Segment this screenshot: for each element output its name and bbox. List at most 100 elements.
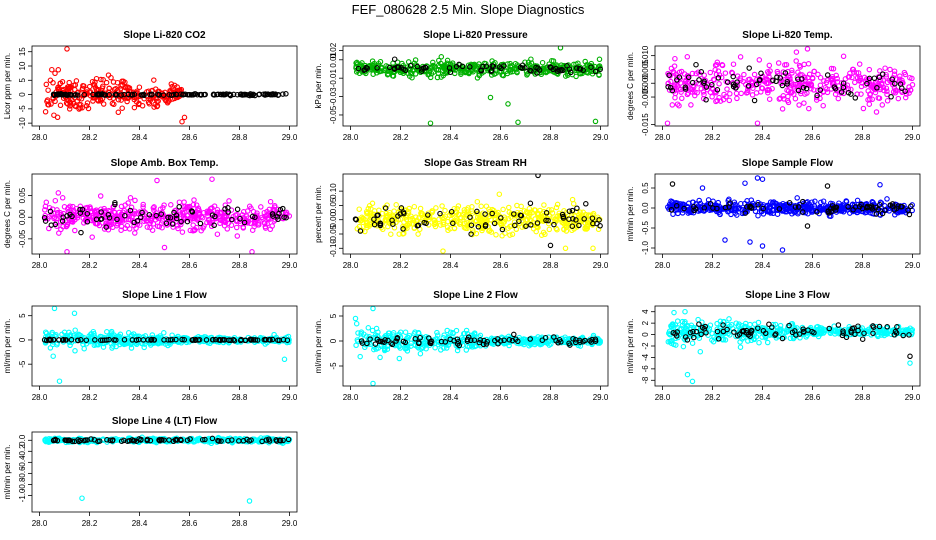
panel-title: Slope Line 1 Flow	[122, 290, 207, 301]
point-all	[811, 68, 818, 75]
point-all	[899, 207, 905, 213]
point-all	[118, 97, 124, 103]
point-selected	[267, 337, 273, 343]
point-all	[666, 201, 673, 208]
point-all	[779, 106, 786, 112]
point-all	[907, 87, 914, 93]
point-all	[461, 330, 467, 337]
point-all	[234, 233, 241, 239]
outlier-point-selected	[535, 174, 541, 179]
point-all	[884, 331, 890, 337]
point-selected	[105, 212, 112, 218]
point-all	[506, 66, 512, 73]
point-all	[252, 221, 258, 227]
y-tick-label: 0	[641, 332, 650, 337]
point-all	[157, 333, 163, 339]
x-tick-label: 28.6	[182, 261, 198, 270]
point-all	[694, 89, 700, 96]
y-tick-label: 0.005	[641, 59, 650, 80]
point-all	[909, 82, 916, 88]
point-all	[84, 100, 91, 106]
point-selected	[799, 209, 806, 215]
point-all	[745, 89, 751, 96]
point-all	[119, 211, 126, 218]
point-all	[371, 346, 377, 353]
point-all	[133, 333, 139, 340]
point-all	[193, 202, 200, 208]
point-selected	[838, 89, 845, 95]
point-selected	[874, 85, 880, 91]
point-all	[813, 324, 820, 330]
y-axis-label: ml/min per min.	[626, 187, 635, 242]
point-selected	[826, 325, 832, 332]
point-all	[783, 61, 790, 68]
point-selected	[497, 338, 504, 344]
point-all	[580, 209, 586, 216]
point-all	[469, 210, 476, 216]
point-selected	[543, 210, 550, 216]
point-all	[559, 335, 565, 342]
point-all	[500, 206, 506, 213]
outlier-point-all	[51, 306, 58, 312]
point-selected	[482, 222, 489, 228]
point-all	[67, 99, 73, 105]
point-selected	[203, 337, 210, 343]
point-selected	[211, 222, 217, 229]
point-selected	[374, 212, 380, 219]
point-all	[714, 61, 720, 68]
x-tick-label: 28.0	[32, 261, 48, 270]
point-selected	[701, 205, 708, 211]
point-selected	[391, 56, 398, 62]
point-all	[784, 208, 790, 215]
point-selected	[871, 75, 878, 81]
point-all	[405, 70, 411, 77]
point-selected	[149, 91, 155, 98]
point-all	[737, 54, 744, 60]
y-tick-label: 0.05	[329, 197, 338, 213]
point-all	[119, 82, 126, 88]
point-all	[51, 112, 57, 118]
point-selected	[776, 206, 783, 212]
point-all	[369, 200, 376, 207]
point-all	[371, 208, 378, 214]
point-all	[447, 329, 454, 336]
point-selected	[756, 77, 763, 84]
point-all	[46, 225, 52, 232]
point-all	[552, 216, 558, 222]
point-selected	[773, 331, 779, 337]
point-selected	[581, 216, 587, 222]
point-all	[242, 218, 249, 225]
point-all	[72, 87, 78, 93]
point-all	[86, 83, 93, 90]
point-all	[679, 95, 685, 102]
point-selected	[489, 67, 495, 74]
point-all	[715, 68, 722, 74]
point-selected	[222, 206, 228, 212]
point-selected	[681, 205, 687, 212]
point-selected	[160, 92, 167, 98]
point-all	[381, 345, 388, 351]
point-selected	[179, 336, 185, 343]
point-all	[251, 223, 257, 230]
point-all	[561, 62, 567, 69]
y-tick-label: 5	[329, 313, 338, 318]
point-all	[206, 216, 212, 223]
point-all	[847, 210, 853, 216]
point-all	[373, 325, 380, 332]
point-selected	[78, 337, 84, 343]
x-tick-label: 28.2	[393, 393, 409, 402]
point-all	[469, 344, 476, 350]
point-all	[714, 97, 721, 104]
point-selected	[753, 81, 760, 88]
point-all	[115, 96, 122, 103]
point-selected	[184, 218, 191, 225]
point-all	[853, 70, 860, 76]
point-all	[596, 56, 603, 63]
point-selected	[376, 338, 382, 345]
point-all	[137, 209, 143, 215]
point-all	[749, 92, 756, 98]
point-all	[473, 218, 479, 224]
point-all	[764, 87, 771, 94]
point-all	[877, 211, 883, 218]
